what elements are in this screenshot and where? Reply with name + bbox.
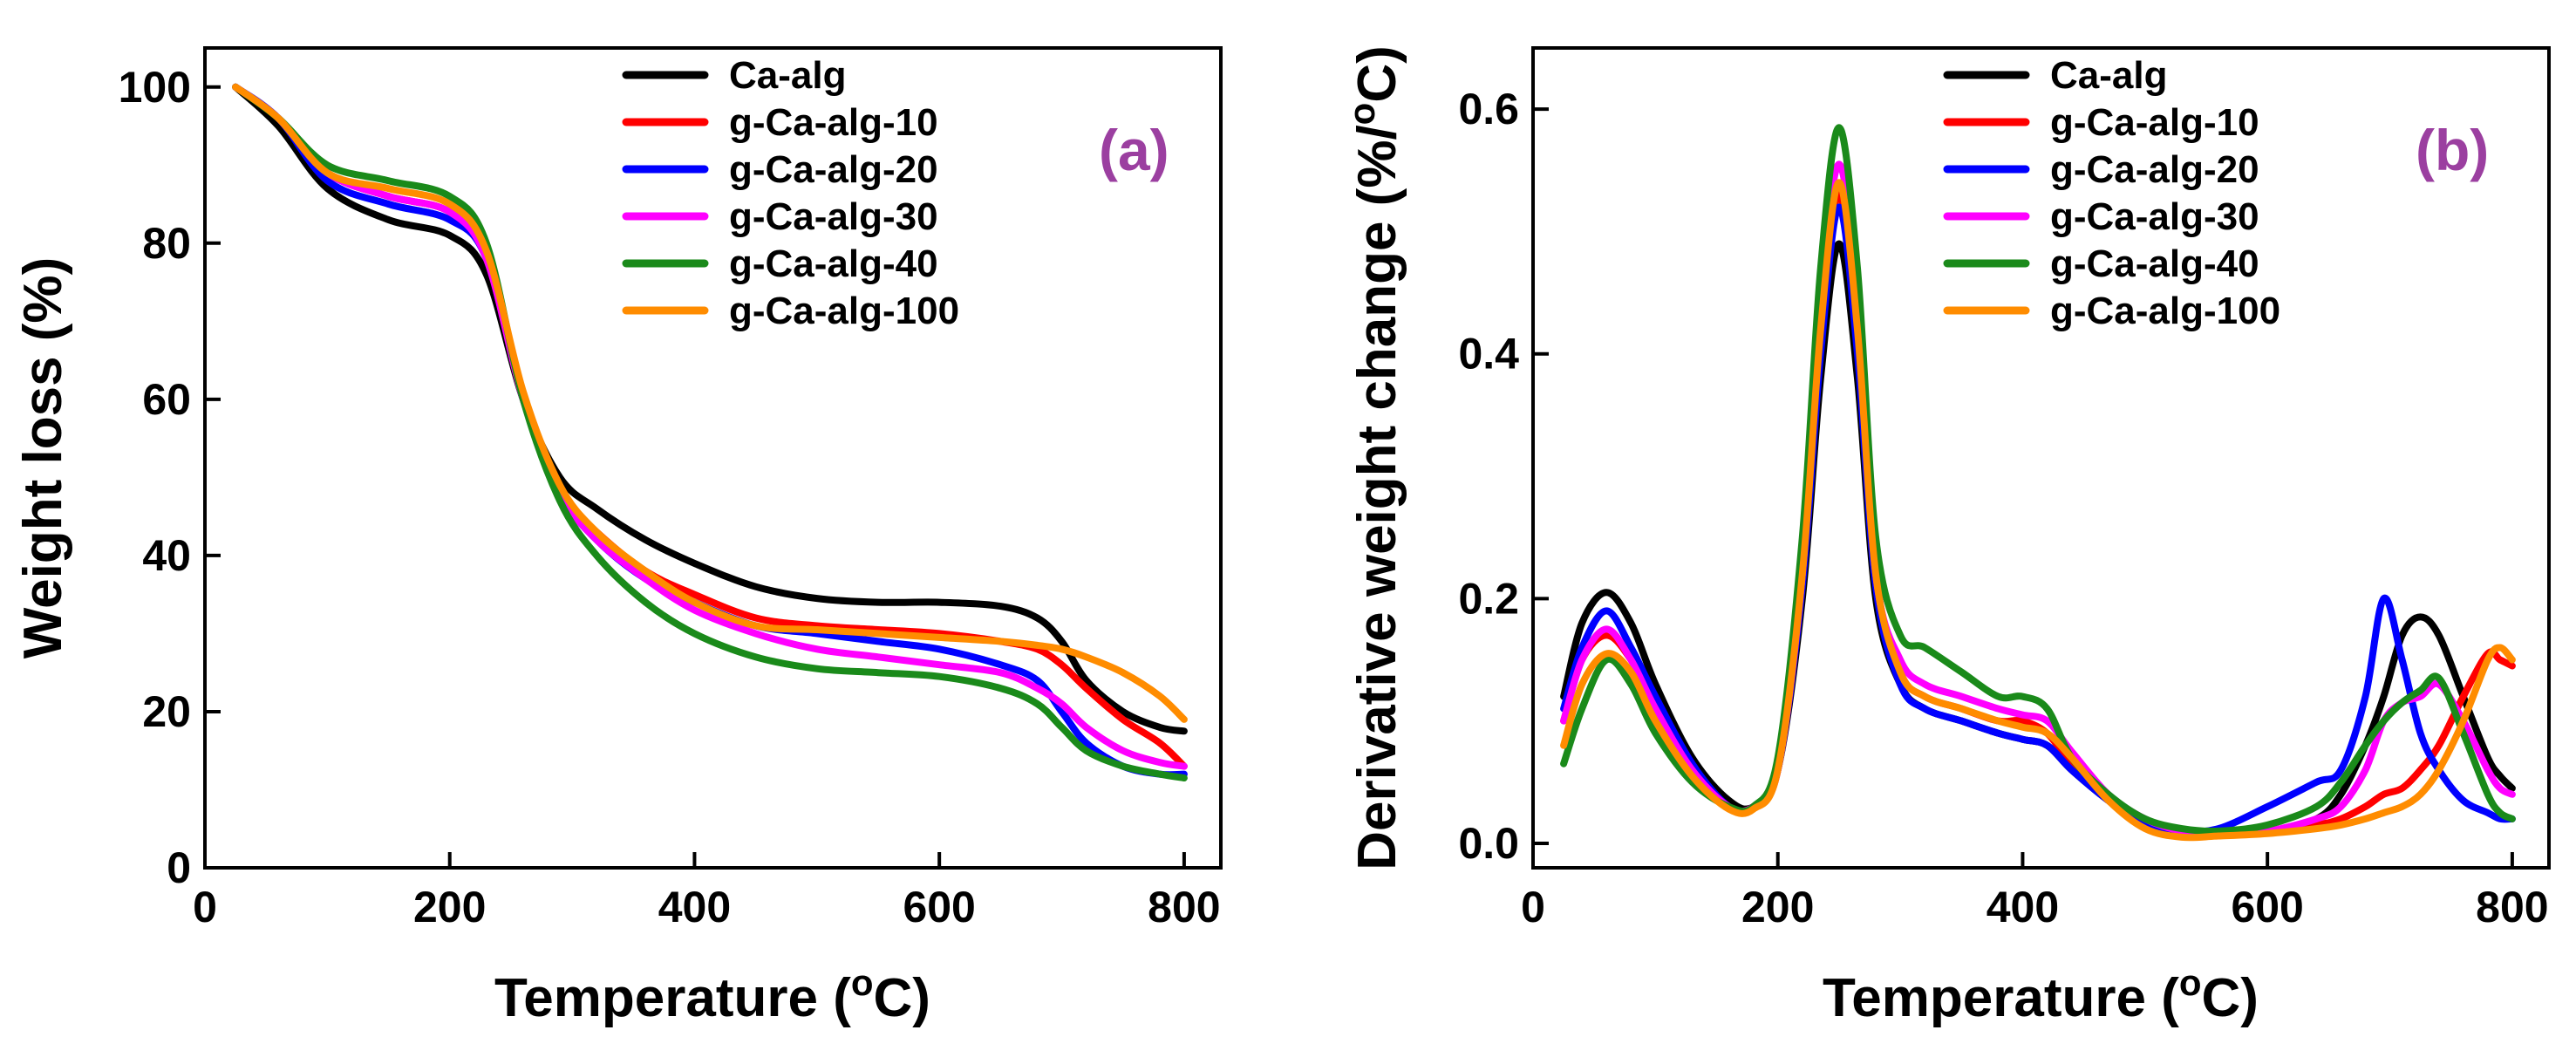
y-tick-label: 0.4 (1458, 330, 1519, 379)
panel-a-series-4 (232, 83, 1188, 781)
legend-label: g-Ca-alg-100 (2050, 290, 2280, 332)
panel-b-frame (1531, 46, 2551, 870)
panel-b-xlabel: Temperature (oC) (1823, 962, 2259, 1028)
panel-a-series-5 (232, 83, 1188, 723)
x-tick-label: 0 (193, 883, 217, 931)
panel-a-series-3 (232, 83, 1188, 770)
panel-b-series-5 (1560, 179, 2516, 842)
panel-a-series (232, 83, 1188, 781)
legend-label: g-Ca-alg-10 (729, 101, 938, 144)
panel-b-ticks: 0 200 400 600 800 0.0 0.2 0.4 0.6 (1458, 85, 2548, 931)
panel-a-xlabel: Temperature (oC) (494, 962, 930, 1028)
panel-a: 0 200 400 600 800 0 20 40 60 80 100 Temperature (o… (13, 46, 1223, 1028)
legend-label: g-Ca-alg-20 (2050, 148, 2259, 191)
panel-a-ylabel: Weight loss (%) (13, 257, 73, 658)
x-tick-label: 0 (1521, 883, 1545, 931)
panel-b-series-0 (1560, 240, 2516, 838)
panel-a-legend: Ca-algg-Ca-alg-10g-Ca-alg-20g-Ca-alg-30g… (622, 54, 959, 332)
y-tick-label: 20 (142, 687, 191, 736)
x-tick-label: 600 (903, 883, 975, 931)
legend-label: Ca-alg (2050, 54, 2167, 97)
legend-label: g-Ca-alg-30 (2050, 195, 2259, 238)
x-tick-label: 800 (2476, 883, 2548, 931)
legend-label: g-Ca-alg-40 (729, 242, 938, 285)
panel-a-label: (a) (1099, 118, 1169, 182)
x-tick-label: 200 (413, 883, 486, 931)
y-tick-label: 40 (142, 531, 191, 580)
y-tick-label: 0.2 (1458, 574, 1519, 623)
panel-a-frame (203, 46, 1223, 870)
y-tick-label: 60 (142, 375, 191, 424)
x-tick-label: 800 (1148, 883, 1220, 931)
x-tick-label: 600 (2231, 883, 2303, 931)
panel-b-label: (b) (2416, 118, 2489, 182)
legend-label: g-Ca-alg-10 (2050, 101, 2259, 144)
legend-label: g-Ca-alg-30 (729, 195, 938, 238)
y-tick-label: 0.0 (1458, 819, 1519, 868)
panel-b-ylabel: Derivative weight change (%/oC) (1341, 45, 1407, 870)
panel-a-ticks: 0 200 400 600 800 0 20 40 60 80 100 (119, 63, 1221, 931)
panel-a-series-0 (232, 83, 1188, 735)
panel-b-series (1560, 124, 2516, 842)
y-tick-label: 0 (167, 843, 191, 892)
legend-label: g-Ca-alg-20 (729, 148, 938, 191)
legend-label: g-Ca-alg-40 (2050, 242, 2259, 285)
panel-b-legend: Ca-algg-Ca-alg-10g-Ca-alg-20g-Ca-alg-30g… (1943, 54, 2280, 332)
x-tick-label: 400 (658, 883, 731, 931)
legend-label: g-Ca-alg-100 (729, 290, 959, 332)
panel-b: 0 200 400 600 800 0.0 0.2 0.4 0.6 Temperature (o… (1341, 45, 2551, 1028)
y-tick-label: 80 (142, 219, 191, 268)
legend-label: Ca-alg (729, 54, 846, 97)
x-tick-label: 200 (1741, 883, 1814, 931)
y-tick-label: 0.6 (1458, 85, 1519, 133)
x-tick-label: 400 (1987, 883, 2059, 931)
y-tick-label: 100 (119, 63, 191, 112)
